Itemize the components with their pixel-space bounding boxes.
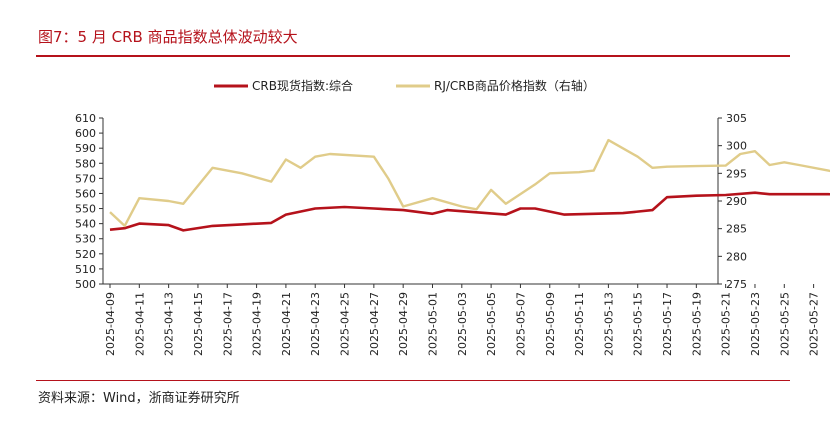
x-tick-label: 2025-04-29 <box>397 292 410 356</box>
legend-label-crb-spot: CRB现货指数:综合 <box>252 78 353 93</box>
x-tick-label: 2025-05-27 <box>808 292 821 356</box>
y-right-tick-label: 285 <box>726 223 747 236</box>
y-right-tick-label: 280 <box>726 250 747 263</box>
y-right-tick-label: 290 <box>726 195 747 208</box>
y-left-tick-label: 550 <box>75 203 96 216</box>
x-tick-label: 2025-05-25 <box>778 292 791 356</box>
title-rule <box>36 55 790 57</box>
x-tick-label: 2025-05-07 <box>514 292 527 356</box>
x-tick-label: 2025-05-01 <box>426 292 439 356</box>
x-tick-label: 2025-04-09 <box>104 292 117 356</box>
x-tick-label: 2025-04-23 <box>309 292 322 356</box>
y-left-tick-label: 530 <box>75 233 96 246</box>
series-line-crb-spot <box>109 191 830 232</box>
chart-title: 图7：5 月 CRB 商品指数总体波动较大 <box>38 28 298 46</box>
legend-label-rj-crb: RJ/CRB商品价格指数（右轴） <box>434 78 595 93</box>
x-tick-label: 2025-04-11 <box>133 292 146 356</box>
y-left-tick-label: 570 <box>75 172 96 185</box>
x-tick-label: 2025-05-21 <box>720 292 733 356</box>
y-left-tick-label: 500 <box>75 278 96 291</box>
x-tick-label: 2025-05-17 <box>661 292 674 356</box>
y-right-tick-label: 295 <box>726 167 747 180</box>
x-tick-label: 2025-04-27 <box>368 292 381 356</box>
y-left-tick-label: 540 <box>75 218 96 231</box>
y-right-tick-label: 300 <box>726 140 747 153</box>
y-right-tick-label: 305 <box>726 112 747 125</box>
x-tick-label: 2025-05-11 <box>573 292 586 356</box>
y-left-tick-label: 600 <box>75 127 96 140</box>
series-line-rj-crb <box>109 138 830 228</box>
x-tick-label: 2025-04-15 <box>192 292 205 356</box>
y-left-tick-label: 560 <box>75 187 96 200</box>
x-tick-label: 2025-05-23 <box>749 292 762 356</box>
x-tick-label: 2025-04-17 <box>221 292 234 356</box>
x-tick-label: 2025-05-09 <box>544 292 557 356</box>
y-left-tick-label: 510 <box>75 263 96 276</box>
source-rule <box>36 380 790 381</box>
x-tick-label: 2025-05-19 <box>690 292 703 356</box>
y-left-tick-label: 590 <box>75 142 96 155</box>
x-tick-label: 2025-05-13 <box>602 292 615 356</box>
x-tick-label: 2025-04-25 <box>339 292 352 356</box>
y-left-tick-label: 610 <box>75 112 96 125</box>
x-tick-label: 2025-04-21 <box>280 292 293 356</box>
x-tick-label: 2025-05-05 <box>485 292 498 356</box>
y-right-tick-label: 275 <box>726 278 747 291</box>
x-tick-label: 2025-05-03 <box>456 292 469 356</box>
source-note: 资料来源：Wind，浙商证券研究所 <box>38 391 240 406</box>
x-tick-label: 2025-04-13 <box>163 292 176 356</box>
y-left-tick-label: 580 <box>75 157 96 170</box>
x-tick-label: 2025-05-15 <box>632 292 645 356</box>
y-left-tick-label: 520 <box>75 248 96 261</box>
x-tick-label: 2025-04-19 <box>251 292 264 356</box>
